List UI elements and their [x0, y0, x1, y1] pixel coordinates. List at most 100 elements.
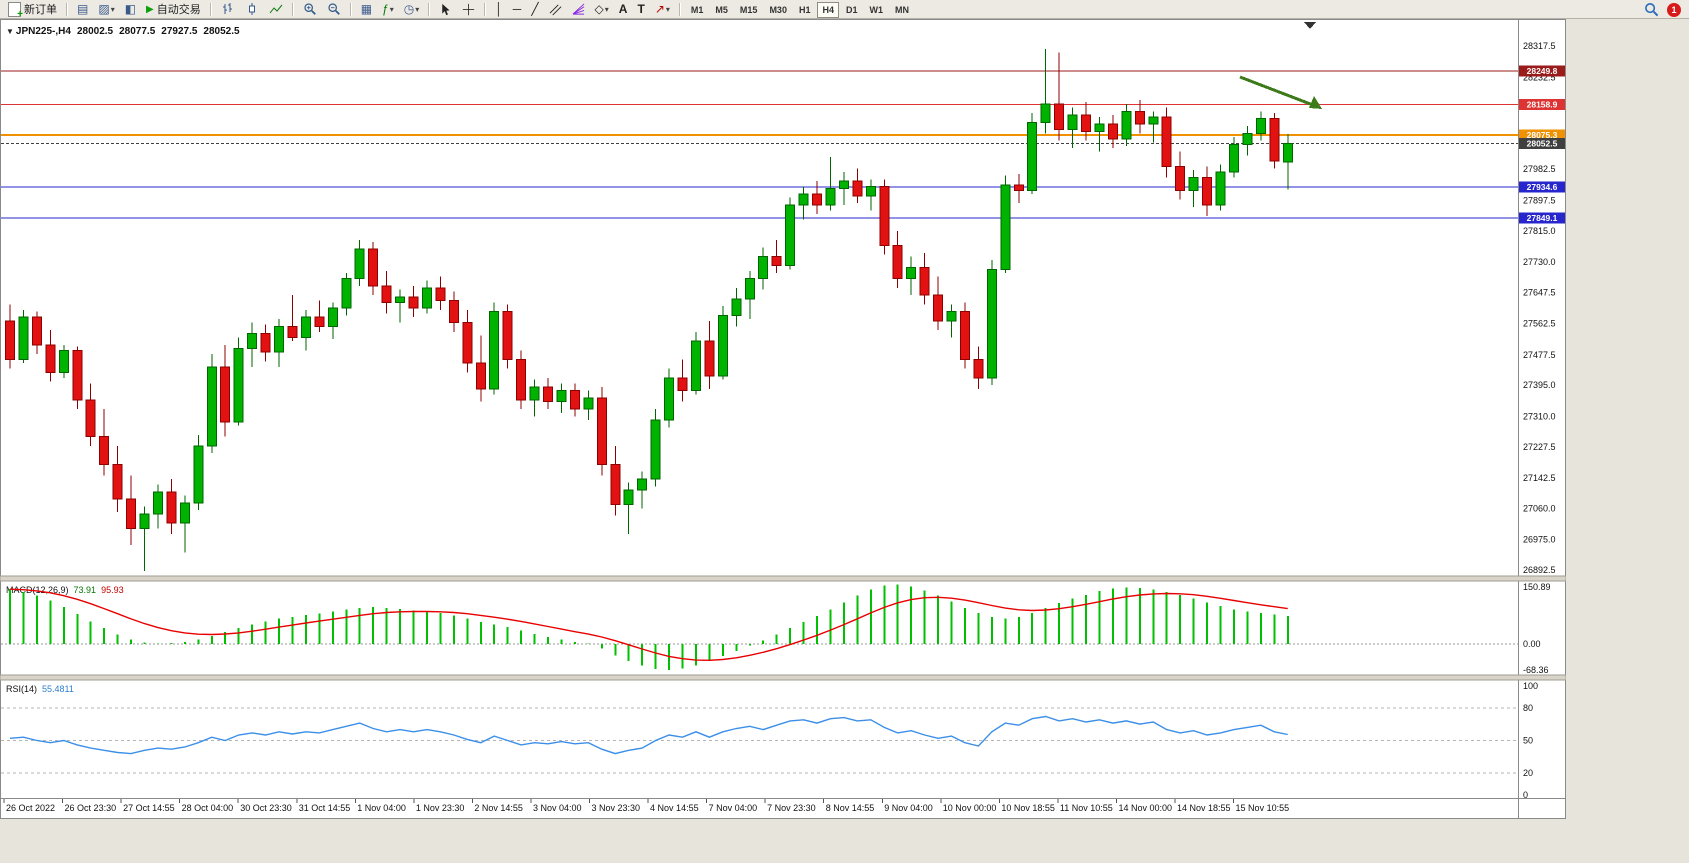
- price-tick-label: 27647.5: [1523, 287, 1556, 297]
- trend-arrow-object[interactable]: [1239, 75, 1322, 109]
- auto-trading-label: 自动交易: [156, 4, 201, 16]
- candle: [1054, 103, 1065, 131]
- candle: [758, 256, 769, 280]
- time-tick-label: 31 Oct 14:55: [299, 803, 351, 813]
- price-tick-label: 27730.0: [1523, 257, 1556, 267]
- candle: [112, 463, 123, 500]
- zoom-in-button[interactable]: [299, 0, 321, 18]
- vertical-line-button[interactable]: │: [491, 0, 507, 18]
- trendline-icon: ╱: [531, 2, 539, 16]
- data-window-button[interactable]: ◧: [121, 0, 140, 18]
- zoom-out-button[interactable]: [323, 0, 345, 18]
- time-tick-label: 26 Oct 23:30: [65, 803, 117, 813]
- candle: [812, 193, 822, 206]
- timeframe-button-w1[interactable]: W1: [869, 5, 884, 15]
- candle: [489, 311, 500, 390]
- horizontal-line-button[interactable]: ─: [509, 0, 526, 18]
- chart-window[interactable]: ▼ JPN225-,H4 28002.5 28077.5 27927.5 28052.5 …: [0, 19, 1566, 819]
- shapes-button[interactable]: ◇ ▾: [591, 0, 613, 18]
- cursor-button[interactable]: [435, 0, 456, 18]
- candle: [300, 316, 311, 338]
- candle: [395, 296, 406, 303]
- candle: [556, 390, 567, 403]
- bar-chart-button[interactable]: [217, 0, 239, 18]
- timeframe-button-m5[interactable]: M5: [715, 5, 728, 15]
- candle: [1215, 171, 1226, 206]
- candle: [327, 307, 338, 327]
- time-tick-label: 11 Nov 10:55: [1060, 803, 1113, 813]
- text-button[interactable]: A: [615, 0, 632, 18]
- candle: [1161, 116, 1172, 167]
- price-tag-label: 28075.3: [1527, 130, 1558, 140]
- profiles-button[interactable]: ▨ ▾: [94, 0, 118, 18]
- pane-splitter[interactable]: [0, 575, 1566, 582]
- candle: [664, 377, 675, 421]
- toolbar-separator: [209, 2, 212, 16]
- timeframe-button-m1[interactable]: M1: [690, 5, 704, 15]
- candle: [596, 397, 607, 465]
- pane-splitter[interactable]: [0, 674, 1566, 681]
- data-window-icon: ◧: [124, 2, 137, 16]
- timeframe-button-h1[interactable]: H1: [798, 5, 811, 15]
- new-order-button[interactable]: 新订单: [4, 0, 61, 20]
- candle: [408, 296, 419, 309]
- chart-shift-marker[interactable]: [1304, 22, 1316, 29]
- new-chart-button[interactable]: ▤: [73, 0, 92, 18]
- candle: [18, 316, 29, 360]
- auto-trading-icon: ▶: [146, 3, 154, 15]
- text-label-button[interactable]: T: [633, 0, 648, 18]
- indicators-icon: ƒ: [382, 2, 389, 16]
- candle: [892, 244, 903, 280]
- bar-chart-icon: [222, 3, 232, 14]
- price-tick-label: 27477.5: [1523, 350, 1556, 360]
- timeframes-menu-button[interactable]: ◷ ▾: [400, 0, 424, 18]
- timeframe-button-m15[interactable]: M15: [739, 5, 758, 15]
- candle: [583, 397, 594, 410]
- arrows-button[interactable]: ↗ ▾: [651, 0, 674, 18]
- candle: [220, 366, 231, 423]
- price-tick-label: 28317.5: [1523, 41, 1556, 51]
- macd-pane: 150.89 0.00 -68.36: [1, 582, 1551, 675]
- timeframe-button-m30[interactable]: M30: [769, 5, 787, 15]
- notification-badge[interactable]: 1: [1667, 2, 1681, 17]
- toolbar-separator: [291, 2, 294, 16]
- chart-window-border: [0, 19, 1566, 819]
- candlestick-series: [5, 48, 1293, 571]
- time-tick-label: 4 Nov 14:55: [650, 803, 699, 813]
- time-tick-label: 2 Nov 14:55: [474, 803, 523, 813]
- price-tick-label: 27227.5: [1523, 442, 1556, 452]
- channel-button[interactable]: [545, 0, 566, 18]
- candle: [274, 325, 284, 353]
- time-tick-label: 1 Nov 23:30: [416, 803, 465, 813]
- timeframe-button-d1[interactable]: D1: [845, 5, 858, 15]
- tile-windows-button[interactable]: ▦: [357, 0, 376, 18]
- new-chart-icon: ▤: [77, 2, 89, 16]
- candle: [731, 298, 742, 316]
- arrowhead-icon: [1309, 96, 1322, 109]
- candle: [1282, 142, 1293, 163]
- timeframe-button-h4[interactable]: H4: [817, 2, 839, 18]
- candlestick-chart-button[interactable]: [241, 0, 263, 18]
- candle: [233, 347, 244, 423]
- timeframe-button-mn[interactable]: MN: [895, 5, 909, 15]
- chevron-down-icon: ▾: [665, 4, 670, 14]
- price-tag-label: 28249.8: [1527, 66, 1558, 76]
- trendline-button[interactable]: ╱: [527, 0, 542, 18]
- auto-trading-button[interactable]: ▶ 自动交易: [142, 0, 205, 18]
- time-tick-label: 9 Nov 04:00: [884, 803, 933, 813]
- toolbar-separator: [484, 2, 487, 16]
- price-tick-label: 27310.0: [1523, 411, 1556, 421]
- chart-canvas[interactable]: 28317.528232.528152.528067.527982.527897…: [0, 19, 1566, 819]
- macd-tick-label: -68.36: [1523, 665, 1549, 675]
- candle: [986, 268, 997, 379]
- main-toolbar: 新订单 ▤ ▨▾ ◧ ▶ 自动交易 ▦ ƒ▾ ◷▾ │ ─ ╱ ◇▾ A T ↗…: [0, 0, 1689, 20]
- search-icon[interactable]: [1644, 2, 1659, 17]
- candle: [1202, 176, 1213, 206]
- line-chart-button[interactable]: [265, 0, 287, 18]
- candle: [516, 358, 527, 401]
- crosshair-button[interactable]: [458, 0, 479, 18]
- toolbar-separator: [349, 2, 352, 16]
- time-axis: 26 Oct 2022 26 Oct 23:30 27 Oct 14:55 28 Oc…: [0, 798, 1566, 813]
- indicators-button[interactable]: ƒ ▾: [378, 0, 398, 18]
- fibonacci-button[interactable]: [568, 0, 589, 18]
